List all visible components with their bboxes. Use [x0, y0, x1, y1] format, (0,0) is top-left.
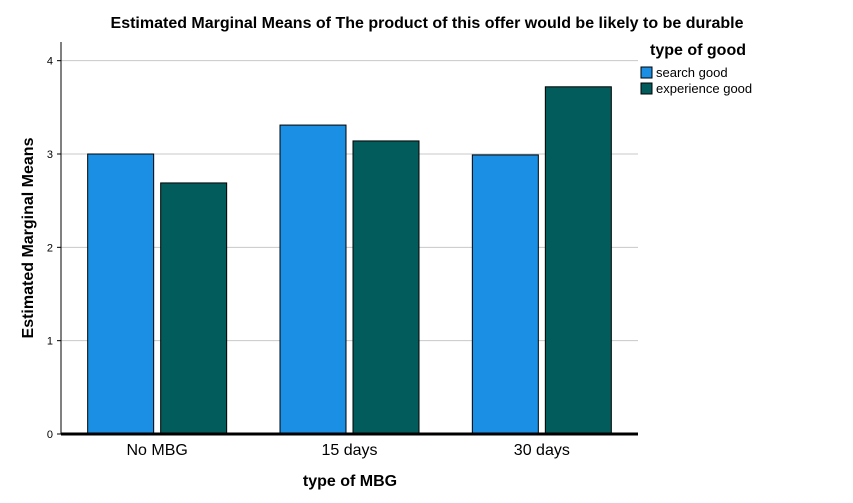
y-tick-labels: 0 1 2 3 4	[47, 56, 61, 441]
legend-swatch	[640, 66, 653, 79]
chart-title: Estimated Marginal Means of The product …	[111, 15, 744, 32]
bars	[87, 86, 612, 435]
bar-search-good-30-days	[471, 154, 539, 435]
bar-experience-good-no-mbg	[160, 182, 228, 435]
x-tick-label: 15 days	[321, 442, 377, 459]
x-tick-label: No MBG	[126, 442, 187, 459]
legend-title: type of good	[650, 42, 746, 59]
y-tick-label: 2	[47, 242, 53, 254]
legend-label: experience good	[656, 81, 752, 96]
legend-swatch	[640, 82, 653, 95]
x-tick-label: 30 days	[514, 442, 570, 459]
legend-label: search good	[656, 65, 728, 80]
y-tick-label: 0	[47, 429, 53, 441]
bar-search-good-no-mbg	[87, 153, 155, 435]
y-axis-title: Estimated Marginal Means	[20, 137, 37, 338]
x-axis-title: type of MBG	[303, 473, 397, 490]
x-tick-labels: No MBG 15 days 30 days	[126, 442, 569, 459]
y-tick-label: 3	[47, 149, 53, 161]
y-tick-label: 1	[47, 336, 53, 348]
bar-search-good-15-days	[279, 124, 347, 435]
bar-experience-good-15-days	[352, 140, 420, 435]
bar-experience-good-30-days	[544, 86, 612, 435]
gridlines	[61, 60, 638, 342]
y-tick-label: 4	[47, 56, 53, 68]
